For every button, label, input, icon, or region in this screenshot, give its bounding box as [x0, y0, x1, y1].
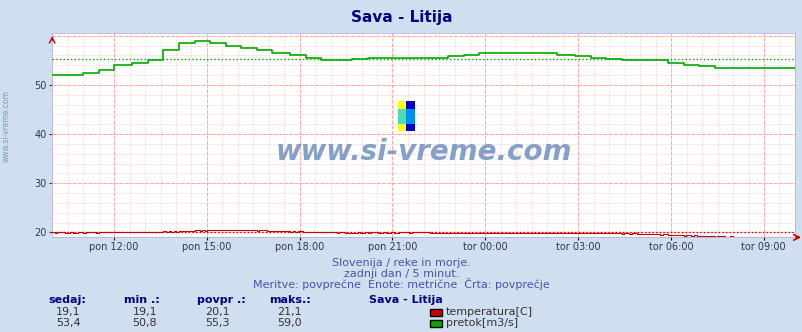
Text: 53,4: 53,4	[56, 318, 81, 328]
Text: Slovenija / reke in morje.: Slovenija / reke in morje.	[332, 258, 470, 268]
Text: www.si-vreme.com: www.si-vreme.com	[275, 138, 571, 166]
Text: sedaj:: sedaj:	[48, 295, 86, 305]
Text: Sava - Litija: Sava - Litija	[350, 10, 452, 25]
Text: 55,3: 55,3	[205, 318, 229, 328]
Text: maks.:: maks.:	[269, 295, 310, 305]
Text: 59,0: 59,0	[277, 318, 302, 328]
Bar	[397, 101, 406, 131]
Text: 19,1: 19,1	[56, 307, 81, 317]
Text: Meritve: povprečne  Enote: metrične  Črta: povprečje: Meritve: povprečne Enote: metrične Črta:…	[253, 278, 549, 290]
Text: min .:: min .:	[124, 295, 160, 305]
Text: www.si-vreme.com: www.si-vreme.com	[2, 90, 11, 162]
Text: 20,1: 20,1	[205, 307, 229, 317]
Text: 19,1: 19,1	[132, 307, 157, 317]
Text: povpr .:: povpr .:	[196, 295, 245, 305]
Text: zadnji dan / 5 minut.: zadnji dan / 5 minut.	[343, 269, 459, 279]
Text: temperatura[C]: temperatura[C]	[445, 307, 532, 317]
Bar	[406, 101, 415, 131]
Text: Sava - Litija: Sava - Litija	[369, 295, 443, 305]
Text: 21,1: 21,1	[277, 307, 302, 317]
Text: pretok[m3/s]: pretok[m3/s]	[445, 318, 517, 328]
Bar	[397, 109, 415, 124]
Text: 50,8: 50,8	[132, 318, 157, 328]
